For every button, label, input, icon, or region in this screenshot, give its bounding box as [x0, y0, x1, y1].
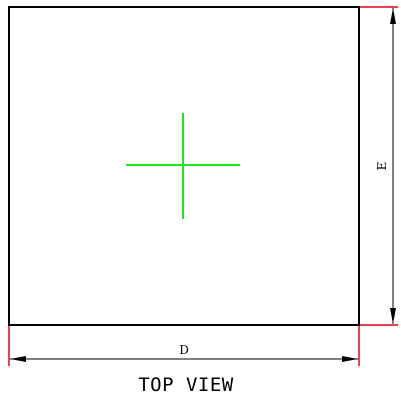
view-title: TOP VIEW — [138, 374, 234, 396]
height-dimension-label: E — [375, 162, 389, 171]
d-extension-lines — [8, 326, 360, 366]
d-arrow-left — [10, 356, 26, 362]
d-dimension-line — [10, 356, 358, 362]
e-arrow-top — [390, 8, 396, 24]
center-mark — [126, 113, 240, 219]
width-dimension-label: D — [179, 343, 189, 357]
e-dimension-line — [390, 8, 396, 324]
e-extension-lines — [360, 6, 398, 326]
e-arrow-bottom — [390, 308, 396, 324]
d-arrow-right — [342, 356, 358, 362]
package-outline — [8, 6, 360, 326]
